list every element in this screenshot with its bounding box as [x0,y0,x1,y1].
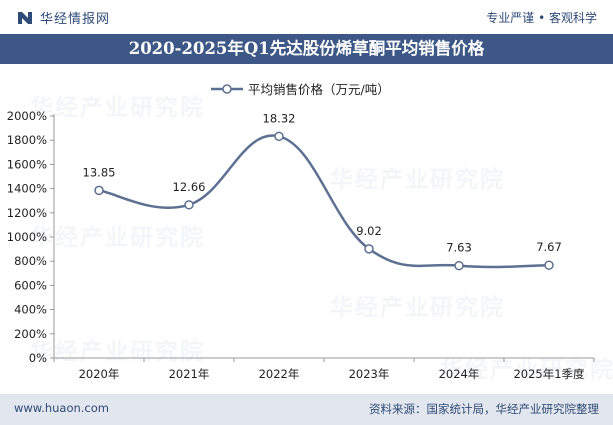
x-tick-label: 2025年1季度 [513,367,585,381]
data-point [364,244,374,254]
watermark: 华经产业研究院 [30,225,205,251]
footer-source: 资料来源：国家统计局，华经产业研究院整理 [369,402,599,416]
y-tick-label: 400% [14,303,47,317]
series-line [98,134,550,269]
watermark: 华经产业研究院 [30,95,205,121]
brand: 华经情报网 [18,8,110,27]
slogan: 专业严谨 • 客观科学 [486,11,597,25]
data-label: 13.85 [83,165,116,179]
data-point [184,200,194,210]
logo-icon [18,12,32,24]
y-tick-label: 0% [29,351,47,365]
watermark: 华经产业研究院 [30,339,205,365]
y-tick-label: 1800% [7,133,47,147]
data-point [454,260,464,271]
y-tick-label: 1400% [7,182,47,196]
footer: www.huaon.com 资料来源：国家统计局，华经产业研究院整理 [0,394,613,425]
brand-name: 华经情报网 [40,12,111,27]
y-tick-label: 800% [14,254,47,268]
y-tick-label: 1200% [7,206,47,220]
x-tick-label: 2022年 [259,367,300,381]
y-tick-label: 1000% [7,230,47,244]
watermark: 华经产业研究院 [440,357,613,383]
watermark: 华经产业研究院 [330,167,505,193]
data-label: 18.32 [263,111,296,125]
chart-title: 2020-2025年Q1先达股份烯草酮平均销售价格 [0,34,613,64]
y-tick-label: 1600% [7,157,47,171]
footer-url[interactable]: www.huaon.com [14,401,109,415]
data-point [544,260,554,270]
data-label: 9.02 [356,224,382,238]
data-label: 12.66 [173,180,206,194]
data-label: 7.63 [446,241,472,255]
x-tick-label: 2024年 [439,367,480,381]
data-point [94,185,104,196]
legend-label: 平均销售价格（万元/吨） [248,82,390,97]
data-point [274,131,284,142]
y-tick-label: 600% [14,278,47,292]
data-label: 7.67 [536,240,562,254]
y-tick-label: 200% [14,327,47,341]
x-tick-label: 2021年 [169,367,210,381]
top-bar: 华经情报网 专业严谨 • 客观科学 [0,0,613,34]
watermark: 华经产业研究院 [330,295,505,321]
chart-area: 0% 200% 400% 600% 800% 1000% 1200% 1400% 1600% 18… [7,82,595,381]
y-tick-label: 2000% [7,109,47,123]
legend-marker [222,84,232,94]
x-tick-label: 2020年 [79,367,120,381]
x-tick-label: 2023年 [349,367,390,381]
